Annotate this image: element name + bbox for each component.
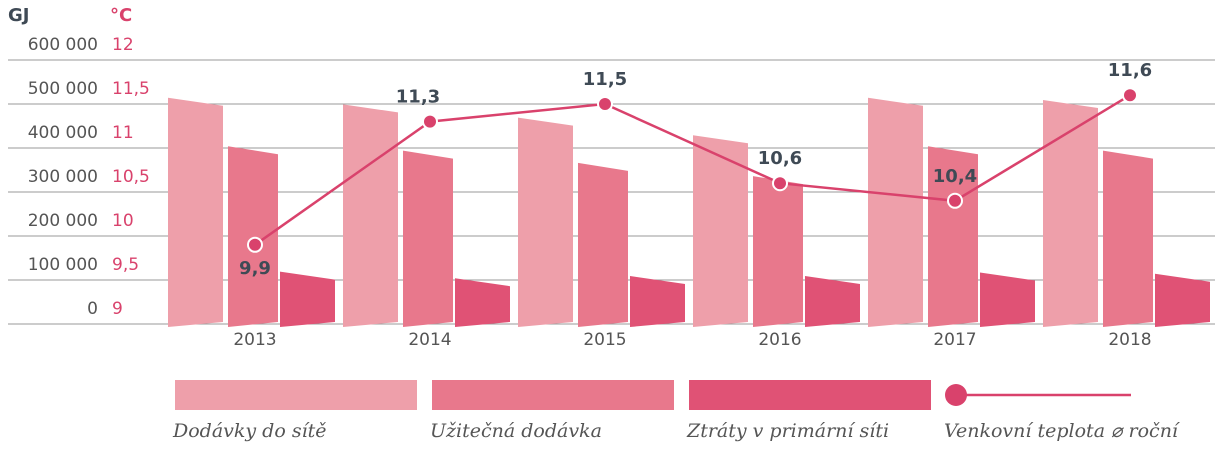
y2-axis-label: °C: [110, 5, 132, 26]
bar: [630, 276, 685, 327]
bar: [693, 135, 748, 327]
data-label: 11,6: [1108, 60, 1152, 81]
bar: [403, 150, 453, 327]
bar: [1043, 100, 1098, 327]
y-tick-label: 300 000: [28, 167, 98, 187]
y2-tick-label: 10,5: [112, 167, 150, 187]
y-tick-label: 400 000: [28, 123, 98, 143]
y2-tick-label: 11: [112, 123, 134, 143]
line-point: [947, 192, 963, 209]
bar: [980, 272, 1035, 327]
legend-label: Dodávky do sítě: [172, 420, 327, 442]
data-label: 11,5: [583, 69, 627, 90]
x-tick-label: 2016: [758, 330, 801, 350]
legend-label: Ztráty v primární síti: [686, 420, 889, 442]
line: [254, 94, 1131, 246]
y-tick-label: 500 000: [28, 79, 98, 99]
x-tick-label: 2013: [233, 330, 276, 350]
legend-label: Užitečná dodávka: [430, 420, 602, 442]
bar: [868, 97, 923, 327]
bar: [928, 146, 978, 327]
y-tick-label: 100 000: [28, 255, 98, 275]
bar: [1155, 273, 1210, 327]
legend-swatch: [432, 380, 674, 410]
line-point: [422, 113, 438, 130]
bar: [518, 117, 573, 327]
data-label: 10,6: [758, 148, 802, 169]
line-point: [597, 96, 613, 112]
bar: [753, 176, 803, 327]
bar: [343, 104, 398, 328]
bar: [1103, 150, 1153, 327]
data-label: 9,9: [239, 258, 271, 279]
y-tick-label: 200 000: [28, 211, 98, 231]
y-tick-label: 600 000: [28, 35, 98, 55]
legend-swatch: [689, 380, 931, 410]
x-tick-label: 2015: [583, 330, 626, 350]
line-point: [772, 175, 788, 192]
bar: [455, 278, 510, 327]
line-point: [1122, 87, 1138, 104]
y-tick-label: 0: [87, 299, 98, 319]
legend-marker: [945, 384, 967, 406]
bar: [578, 162, 628, 327]
x-tick-label: 2018: [1108, 330, 1151, 350]
bar: [228, 146, 278, 327]
bar: [168, 97, 223, 327]
y-axis-label: GJ: [8, 5, 29, 26]
y2-tick-label: 10: [112, 211, 134, 231]
legend-swatch: [175, 380, 417, 410]
x-tick-label: 2014: [408, 330, 451, 350]
data-label: 10,4: [933, 166, 977, 187]
y2-tick-label: 9: [112, 299, 123, 319]
data-label: 11,3: [396, 87, 440, 108]
legend-label: Venkovní teplota ⌀ roční: [944, 420, 1181, 442]
x-tick-label: 2017: [933, 330, 976, 350]
y2-tick-label: 9,5: [112, 255, 139, 275]
bar: [280, 271, 335, 327]
y2-tick-label: 12: [112, 35, 134, 55]
y2-tick-label: 11,5: [112, 79, 150, 99]
line-point: [247, 236, 263, 253]
bar: [805, 276, 860, 327]
